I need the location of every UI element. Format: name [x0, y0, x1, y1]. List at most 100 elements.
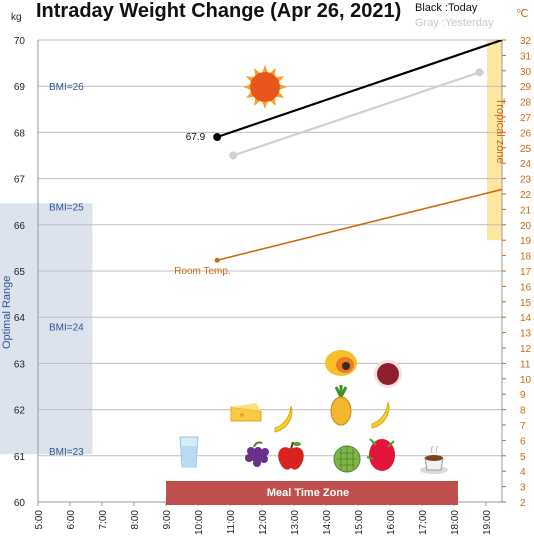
pomegranate-icon [374, 360, 402, 388]
right-tick-label: 20 [520, 221, 532, 232]
bmi-label: BMI=24 [49, 322, 84, 333]
y-tick-label: 65 [14, 267, 26, 278]
right-tick-label: 21 [520, 205, 532, 216]
y-tick-label: 68 [14, 128, 26, 139]
x-tick-label: 9:00 [162, 510, 173, 530]
right-tick-label: 24 [520, 159, 532, 170]
right-tick-label: 26 [520, 128, 532, 139]
grape [253, 459, 261, 467]
y-tick-label: 62 [14, 406, 26, 417]
right-tick-label: 6 [520, 436, 526, 447]
right-tick-label: 22 [520, 190, 532, 201]
x-tick-label: 13:00 [290, 510, 301, 535]
tropical-zone-label: Tropical zone [494, 98, 506, 164]
right-tick-label: 31 [520, 51, 532, 62]
x-tick-label: 14:00 [322, 510, 333, 535]
right-tick-label: 32 [520, 36, 532, 47]
apple-body [278, 447, 304, 470]
dragon-fruit-scales [366, 438, 395, 460]
grape [254, 447, 262, 455]
y-tick-label: 67 [14, 175, 26, 186]
cheese-top [231, 403, 261, 411]
right-tick-label: 28 [520, 98, 532, 109]
right-tick-label: 12 [520, 344, 532, 355]
room_temp-start-point [214, 257, 220, 263]
x-tick-label: 18:00 [450, 510, 461, 535]
sun-ray [243, 84, 251, 90]
cheese-icon [230, 403, 262, 422]
x-tick-label: 17:00 [418, 510, 429, 535]
right-tick-label: 2 [520, 498, 526, 509]
meal-time-zone-label: Meal Time Zone [266, 487, 350, 499]
banana-icon [274, 405, 293, 433]
grape [247, 447, 255, 455]
dragon-fruit-icon [366, 438, 395, 471]
x-tick-label: 6:00 [66, 510, 77, 530]
x-tick-label: 11:00 [226, 510, 237, 535]
sun-ray [262, 65, 268, 73]
right-tick-label: 9 [520, 390, 526, 401]
pineapple-leaves [334, 385, 348, 398]
apple-leaf [293, 442, 301, 446]
right-tick-label: 5 [520, 452, 526, 463]
right-tick-label: 11 [520, 359, 531, 370]
banana-body [274, 405, 293, 433]
stem [253, 441, 263, 448]
y-tick-label: 64 [14, 313, 26, 324]
coffee [425, 455, 443, 461]
y-tick-label: 66 [14, 221, 26, 232]
y-tick-label: 60 [14, 498, 26, 509]
today-start-point [213, 133, 222, 142]
today-start-label: 67.9 [186, 132, 206, 143]
pineapple-body [330, 396, 352, 426]
right-tick-label: 13 [520, 329, 532, 340]
today-series [213, 40, 502, 142]
today-line [216, 40, 502, 139]
legend-yesterday: Gray :Yesterday [415, 17, 494, 29]
pomegranate-seeds [377, 363, 399, 385]
papaya-icon [325, 350, 357, 376]
glass-of-water-icon [179, 436, 199, 468]
room_temp-line [217, 188, 502, 261]
banana-body [371, 401, 390, 429]
sun-disk [250, 72, 280, 102]
bmi-label: BMI=26 [49, 82, 84, 93]
right-tick-label: 16 [520, 282, 532, 293]
right-tick-label: 18 [520, 252, 532, 263]
pineapple-icon [330, 385, 352, 426]
right-tick-label: 25 [520, 144, 532, 155]
right-tick-label: 7 [520, 421, 526, 432]
sun-ray [279, 84, 287, 90]
apple-icon [278, 441, 304, 470]
right-tick-label: 15 [520, 298, 532, 309]
sun-icon [243, 65, 287, 109]
optimal-range-band [0, 203, 93, 455]
right-tick-label: 10 [520, 375, 532, 386]
x-tick-label: 10:00 [194, 510, 205, 535]
chart-title: Intraday Weight Change (Apr 26, 2021) [36, 0, 402, 22]
water [181, 446, 197, 466]
right-tick-label: 23 [520, 175, 532, 186]
hot-drink-icon [420, 445, 448, 474]
grapes-icon [245, 441, 269, 467]
right-tick-label: 27 [520, 113, 532, 124]
y-tick-label: 69 [14, 82, 26, 93]
yesterday-line [232, 71, 480, 157]
sun-ray [262, 101, 268, 109]
room-temp-label: Room Temp. [174, 266, 231, 277]
x-tick-label: 8:00 [130, 510, 141, 530]
right-axis-unit: ℃ [516, 8, 529, 20]
legend-today: Black :Today [415, 2, 478, 14]
right-tick-label: 19 [520, 236, 532, 247]
x-tick-label: 7:00 [98, 510, 109, 530]
yesterday-end-point [475, 68, 484, 77]
right-tick-label: 17 [520, 267, 532, 278]
y-tick-label: 63 [14, 359, 26, 370]
meal-time-zone-bar [166, 481, 458, 505]
y-tick-label: 61 [14, 452, 26, 463]
custard-apple-texture [337, 446, 357, 472]
bmi-label: BMI=25 [49, 202, 84, 213]
steam [430, 445, 439, 454]
right-tick-label: 3 [520, 483, 526, 494]
